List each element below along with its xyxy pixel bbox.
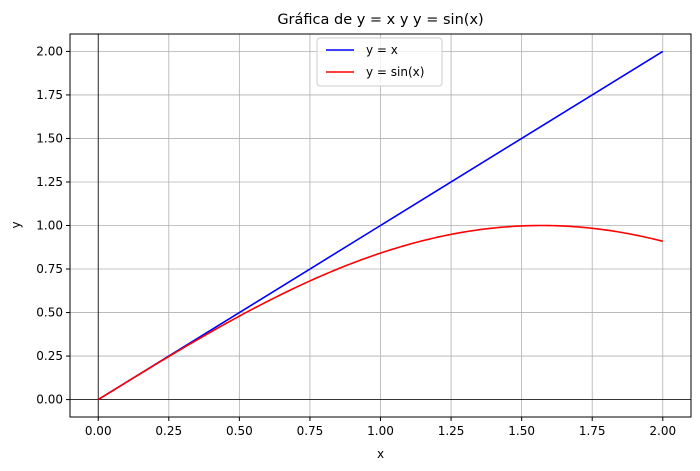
x-tick-label-6: 1.50 xyxy=(508,424,535,438)
legend-label-series-2: y = sin(x) xyxy=(366,65,424,79)
series-line-1 xyxy=(97,50,664,401)
y-tick-label-6: 1.50 xyxy=(36,131,63,145)
y-tick-label-1: 0.25 xyxy=(36,349,63,363)
x-tick-label-0: 0.00 xyxy=(85,424,112,438)
y-tick-label-8: 2.00 xyxy=(36,44,63,58)
chart-title: Gráfica de y = x y y = sin(x) xyxy=(277,12,483,28)
y-tick-label-5: 1.25 xyxy=(36,175,63,189)
y-axis-label: y xyxy=(9,221,23,228)
x-axis-label: x xyxy=(377,447,384,461)
x-tick-label-1: 0.25 xyxy=(155,424,182,438)
series-layer xyxy=(97,50,664,401)
y-tick-label-2: 0.50 xyxy=(36,306,63,320)
x-tick-label-3: 0.75 xyxy=(297,424,324,438)
y-tick-label-4: 1.00 xyxy=(36,219,63,233)
legend-label-series-1: y = x xyxy=(366,43,398,57)
y-tick-label-0: 0.00 xyxy=(36,393,63,407)
x-tick-label-5: 1.25 xyxy=(438,424,465,438)
legend: y = x y = sin(x) xyxy=(316,37,443,87)
y-axis-ticks: 0.00 0.25 0.50 0.75 1.00 1.25 1.50 1.75 2.00 xyxy=(36,44,70,407)
x-tick-label-4: 1.00 xyxy=(367,424,394,438)
reference-lines xyxy=(70,34,691,417)
series-line-2 xyxy=(97,224,663,401)
x-tick-label-8: 2.00 xyxy=(649,424,676,438)
x-axis-ticks: 0.00 0.25 0.50 0.75 1.00 1.25 1.50 1.75 2.00 xyxy=(85,417,676,438)
y-tick-label-7: 1.75 xyxy=(36,88,63,102)
x-tick-label-2: 0.50 xyxy=(226,424,253,438)
x-tick-label-7: 1.75 xyxy=(579,424,606,438)
y-tick-label-3: 0.75 xyxy=(36,262,63,276)
